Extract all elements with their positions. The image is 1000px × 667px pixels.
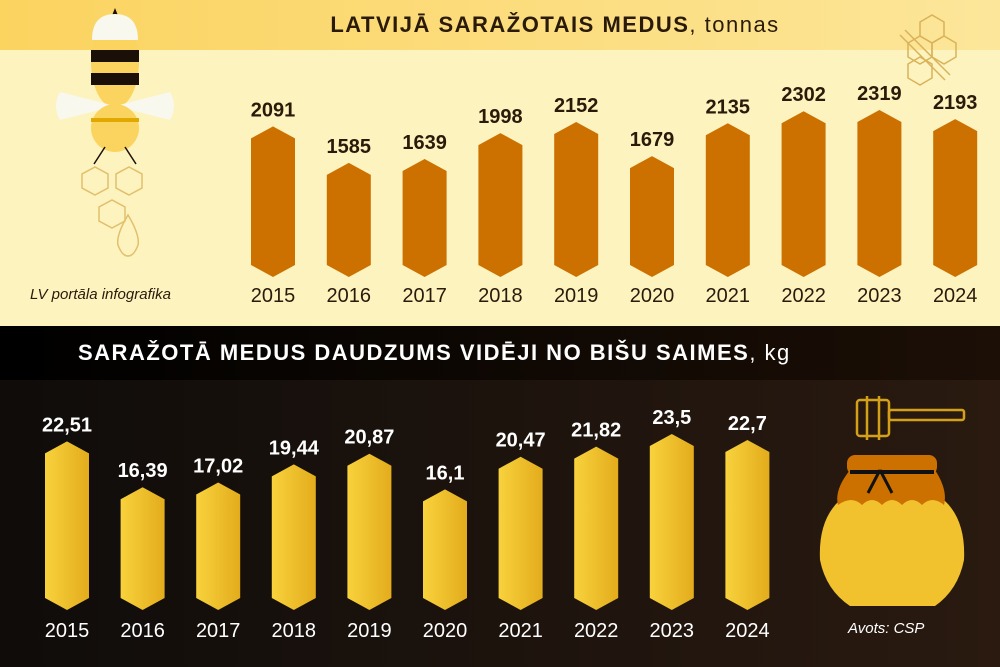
bee-icon	[56, 8, 174, 165]
value-label: 1998	[478, 106, 523, 128]
bar-2015	[45, 441, 89, 610]
bar-2019	[554, 122, 599, 277]
x-tick-label: 2015	[45, 620, 90, 642]
value-label: 1679	[630, 129, 675, 151]
x-tick-label: 2021	[498, 620, 543, 642]
x-tick-label: 2024	[933, 285, 978, 307]
bar-2017	[196, 482, 241, 610]
bar-2021	[498, 456, 543, 610]
bottom-header-band	[0, 326, 1000, 380]
value-label: 2193	[933, 92, 978, 114]
x-tick-label: 2017	[196, 620, 241, 642]
value-label: 2302	[781, 84, 826, 106]
bar-2023	[649, 434, 694, 610]
chart2-title: SARAŽOTĀ MEDUS DAUDZUMS VIDĒJI NO BIŠU S…	[78, 340, 791, 366]
bar-2016	[326, 162, 371, 277]
honey-dipper-comb-icon	[899, 14, 957, 86]
value-label: 20,47	[496, 430, 546, 452]
bar-2024	[933, 119, 978, 278]
bar-2018	[271, 464, 316, 610]
honeycomb-drop-icon	[81, 166, 143, 257]
value-label: 17,02	[193, 456, 243, 478]
bar-2021	[705, 123, 750, 277]
value-label: 2152	[554, 95, 599, 117]
bar-2024	[725, 439, 770, 610]
x-tick-label: 2024	[725, 620, 770, 642]
bar-2020	[630, 156, 674, 277]
bar-2019	[347, 453, 392, 610]
x-tick-label: 2020	[423, 620, 468, 642]
chart2-title-text: SARAŽOTĀ MEDUS DAUDZUMS VIDĒJI NO BIŠU S…	[78, 340, 750, 365]
value-label: 19,44	[269, 437, 320, 459]
value-label: 21,82	[571, 420, 621, 442]
value-label: 16,39	[118, 460, 168, 482]
bar-2022	[781, 111, 826, 277]
x-tick-label: 2019	[554, 285, 599, 307]
x-tick-label: 2022	[574, 620, 619, 642]
x-tick-label: 2022	[781, 285, 826, 307]
bar-2015	[251, 126, 295, 277]
bar-2016	[120, 487, 165, 610]
bar-2023	[857, 110, 902, 277]
x-tick-label: 2021	[706, 285, 751, 307]
value-label: 1639	[402, 132, 447, 154]
chart1-title-text: LATVIJĀ SARAŽOTAIS MEDUS	[330, 12, 690, 37]
x-tick-label: 2020	[630, 285, 675, 307]
honey-dipper-icon	[855, 396, 966, 440]
x-tick-label: 2017	[402, 285, 447, 307]
x-tick-label: 2018	[272, 620, 317, 642]
bar-2022	[574, 446, 619, 610]
value-label: 16,1	[426, 462, 465, 484]
value-label: 2091	[251, 99, 296, 121]
x-tick-label: 2023	[650, 620, 695, 642]
chart2-unit: , kg	[749, 340, 791, 365]
bottom-panel: SARAŽOTĀ MEDUS DAUDZUMS VIDĒJI NO BIŠU S…	[0, 326, 1000, 667]
bar-2018	[478, 133, 523, 277]
bar-2020	[423, 489, 467, 610]
x-tick-label: 2016	[327, 285, 372, 307]
chart1-bars: 2091 2015 1585 2016 1639 2017 1998 2018 2152 2019…	[251, 83, 978, 307]
chart1-title: LATVIJĀ SARAŽOTAIS MEDUS, tonnas	[0, 12, 1000, 38]
honey-pot-icon	[819, 455, 965, 606]
value-label: 22,51	[42, 414, 92, 436]
x-tick-label: 2023	[857, 285, 902, 307]
value-label: 20,87	[344, 427, 394, 449]
source-text: Avots: CSP	[848, 620, 925, 637]
value-label: 22,7	[728, 413, 767, 435]
top-header-band	[0, 0, 1000, 50]
x-tick-label: 2018	[478, 285, 523, 307]
value-label: 2135	[706, 96, 751, 118]
chart2-bars: 22,51 2015 16,39 2016 17,02 2017 19,44 2018 20,8…	[42, 407, 770, 642]
x-tick-label: 2016	[120, 620, 165, 642]
x-tick-label: 2019	[347, 620, 392, 642]
value-label: 2319	[857, 83, 902, 105]
chart1-unit: , tonnas	[689, 12, 780, 37]
x-tick-label: 2015	[251, 285, 296, 307]
credit-text: LV portāla infografika	[30, 286, 171, 303]
value-label: 23,5	[652, 407, 691, 429]
bar-2017	[402, 158, 447, 277]
value-label: 1585	[327, 136, 372, 158]
